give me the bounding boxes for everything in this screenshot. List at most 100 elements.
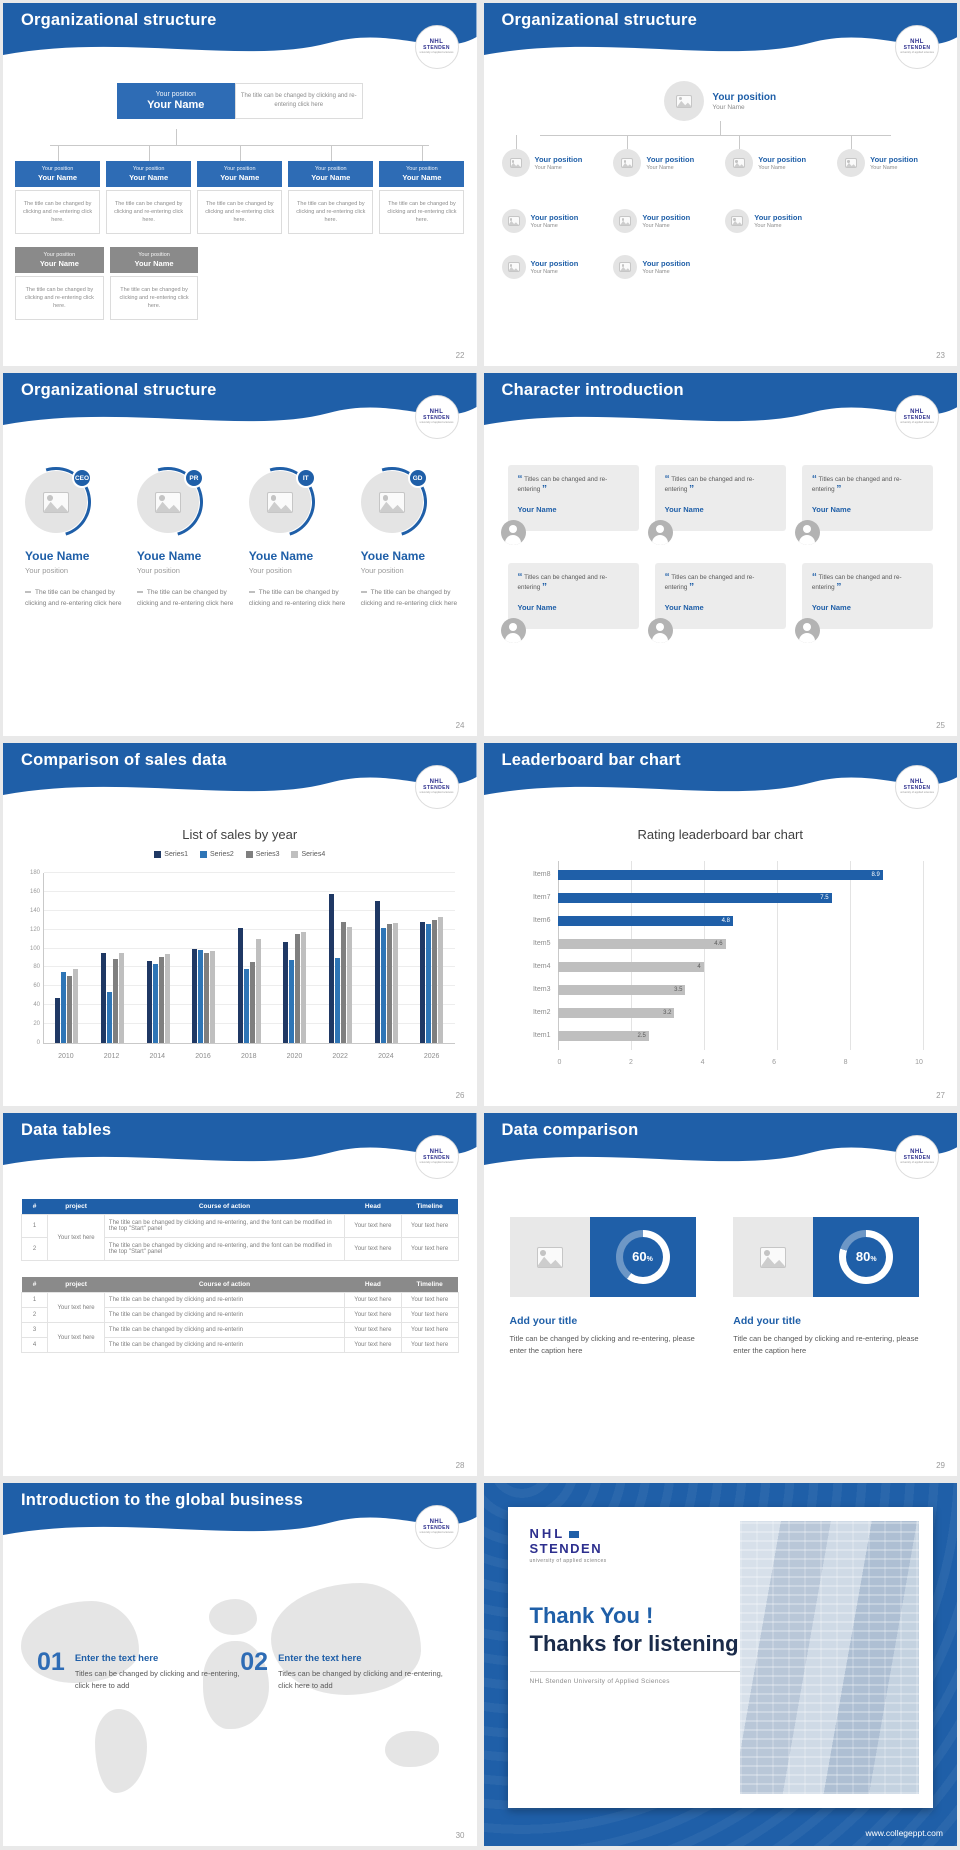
team-member-card[interactable]: IT Youe Name Your position The title can be… [248, 468, 349, 609]
website-url[interactable]: www.collegeppt.com [865, 1828, 943, 1838]
bar[interactable] [392, 923, 398, 1043]
org-tree-node[interactable]: Your position Your Name [725, 135, 831, 177]
comparison-panel[interactable]: 80% Add your title Title can be changed by… [733, 1217, 931, 1356]
description-note[interactable]: The title can be changed by clicking and… [379, 190, 465, 234]
org-tree-node[interactable]: Your position Your Name [613, 135, 719, 177]
bar[interactable]: 3.5 [557, 985, 686, 996]
bar[interactable] [255, 939, 261, 1043]
bar[interactable] [340, 922, 346, 1043]
bar[interactable] [289, 959, 295, 1043]
description-note[interactable]: The title can be changed by clicking and… [288, 190, 374, 234]
bar[interactable] [106, 992, 112, 1043]
position-name-box[interactable]: Your position Your Name [379, 161, 465, 187]
bar[interactable] [100, 953, 106, 1043]
table-row[interactable]: 1 Your text here The title can be changed … [20, 1214, 459, 1261]
photo-placeholder [613, 149, 642, 177]
legend-item[interactable]: Series4 [291, 851, 325, 858]
org-tree-node[interactable]: Your position Your Name [837, 135, 943, 177]
bar[interactable] [249, 961, 255, 1043]
bar[interactable] [237, 927, 243, 1043]
legend-item[interactable]: Series1 [154, 851, 188, 858]
bar[interactable] [55, 997, 61, 1043]
description-note[interactable]: The title can be changed by clicking and… [197, 190, 283, 234]
org-tree-node[interactable]: Your position Your Name [501, 209, 608, 233]
position-name-box[interactable]: Your position Your Name [15, 161, 101, 187]
bar[interactable] [301, 931, 307, 1043]
bar[interactable]: 8.9 [557, 869, 883, 880]
org-tree-node[interactable]: Your position Your Name [501, 255, 608, 279]
bar[interactable] [295, 934, 301, 1043]
bar[interactable] [204, 953, 210, 1043]
description-note[interactable]: The title can be changed by clicking and… [109, 276, 199, 320]
logo-text: NHL [910, 1149, 924, 1156]
bar[interactable] [146, 960, 152, 1043]
legend-item[interactable]: Series2 [200, 851, 234, 858]
bar[interactable] [152, 963, 158, 1043]
bar[interactable] [118, 953, 124, 1043]
bar[interactable]: 7.5 [557, 892, 832, 903]
table-row[interactable]: 2 The title can be changed by clicking an… [20, 1237, 459, 1261]
bar[interactable] [73, 969, 79, 1043]
character-card[interactable]: “ Titles can be changed and re-entering … [794, 465, 933, 545]
numbered-item[interactable]: 01 Enter the text here Titles can be chang… [37, 1650, 240, 1691]
description-note[interactable]: The title can be changed by clicking and… [15, 276, 104, 320]
table-row[interactable]: 3 Your text here The title can be changed … [20, 1322, 459, 1353]
table-row[interactable]: 1 Your text here The title can be changed … [20, 1292, 459, 1323]
x-tick-label: 8 [843, 1059, 848, 1066]
bar[interactable] [164, 954, 170, 1043]
bar[interactable]: 3.2 [557, 1008, 675, 1019]
position-name-box[interactable]: Your position Your Name [288, 161, 374, 187]
table-row[interactable]: 4 The title can be changed by clicking an… [20, 1337, 459, 1353]
position-name-box[interactable]: Your position Your Name [15, 247, 104, 273]
y-tick-label: 60 [33, 983, 40, 990]
org-tree-node[interactable]: Your position Your Name [501, 135, 608, 177]
description-note[interactable]: The title can be changed by clicking and… [234, 83, 363, 119]
numbered-item[interactable]: 02 Enter the text here Titles can be chang… [240, 1650, 443, 1691]
bar[interactable]: 4.8 [557, 915, 733, 926]
org-root-box[interactable]: Your position Your Name [116, 83, 235, 119]
bar[interactable] [438, 917, 444, 1043]
bar[interactable] [192, 948, 198, 1043]
position-name-box[interactable]: Your position Your Name [109, 247, 199, 273]
position-name-box[interactable]: Your position Your Name [197, 161, 283, 187]
bar[interactable]: 4 [557, 962, 704, 973]
thank-you-title: Thank You ! [529, 1602, 654, 1628]
org-tree-root[interactable]: Your position Your Name [484, 81, 958, 121]
bar[interactable] [386, 924, 392, 1043]
legend-item[interactable]: Series3 [245, 851, 279, 858]
bar[interactable] [67, 975, 73, 1043]
bar[interactable] [283, 941, 289, 1043]
bar[interactable] [432, 920, 438, 1043]
team-member-card[interactable]: GD Youe Name Your position The title can be… [360, 468, 461, 609]
bar[interactable]: 2.5 [557, 1031, 649, 1042]
bar[interactable] [380, 927, 386, 1043]
position-name-box[interactable]: Your position Your Name [106, 161, 192, 187]
bar[interactable] [426, 924, 432, 1043]
org-tree-node[interactable]: Your position Your Name [613, 255, 719, 279]
bar[interactable] [158, 957, 164, 1043]
org-tree-node[interactable]: Your position Your Name [725, 209, 831, 233]
character-card[interactable]: “ Titles can be changed and re-entering … [500, 563, 639, 643]
character-card[interactable]: “ Titles can be changed and re-entering … [500, 465, 639, 545]
org-tree-node[interactable]: Your position Your Name [613, 209, 719, 233]
bar[interactable]: 4.6 [557, 938, 726, 949]
character-card[interactable]: “ Titles can be changed and re-entering … [647, 563, 786, 643]
bar[interactable] [198, 950, 204, 1043]
bar[interactable] [420, 922, 426, 1043]
description-note[interactable]: The title can be changed by clicking and… [15, 190, 101, 234]
team-member-card[interactable]: CEO Youe Name Your position The title can b… [25, 468, 125, 609]
bar[interactable] [328, 893, 334, 1043]
description-note[interactable]: The title can be changed by clicking and… [106, 190, 192, 234]
bar[interactable] [61, 972, 67, 1043]
team-member-card[interactable]: PR Youe Name Your position The title can be… [136, 468, 237, 609]
bar[interactable] [374, 901, 380, 1043]
bar[interactable] [243, 969, 249, 1043]
comparison-panel[interactable]: 60% Add your title Title can be changed by… [509, 1217, 708, 1356]
bar[interactable] [210, 951, 216, 1043]
bar[interactable] [346, 926, 352, 1043]
bar[interactable] [112, 958, 118, 1043]
character-card[interactable]: “ Titles can be changed and re-entering … [794, 563, 933, 643]
character-card[interactable]: “ Titles can be changed and re-entering … [647, 465, 786, 545]
bar-group [328, 873, 352, 1043]
bar[interactable] [334, 958, 340, 1043]
